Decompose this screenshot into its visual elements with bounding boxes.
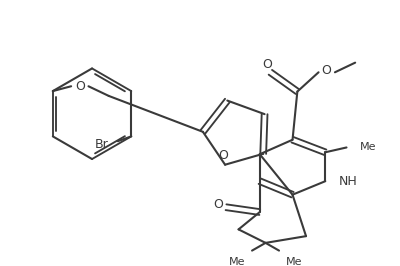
Text: O: O xyxy=(218,149,228,161)
Text: Me: Me xyxy=(228,257,245,266)
Text: Me: Me xyxy=(360,143,376,152)
Text: O: O xyxy=(262,58,272,71)
Text: Br: Br xyxy=(94,138,108,151)
Text: Me: Me xyxy=(286,257,303,266)
Text: O: O xyxy=(321,64,331,77)
Text: NH: NH xyxy=(339,175,358,188)
Text: O: O xyxy=(213,198,223,211)
Text: O: O xyxy=(75,80,85,93)
